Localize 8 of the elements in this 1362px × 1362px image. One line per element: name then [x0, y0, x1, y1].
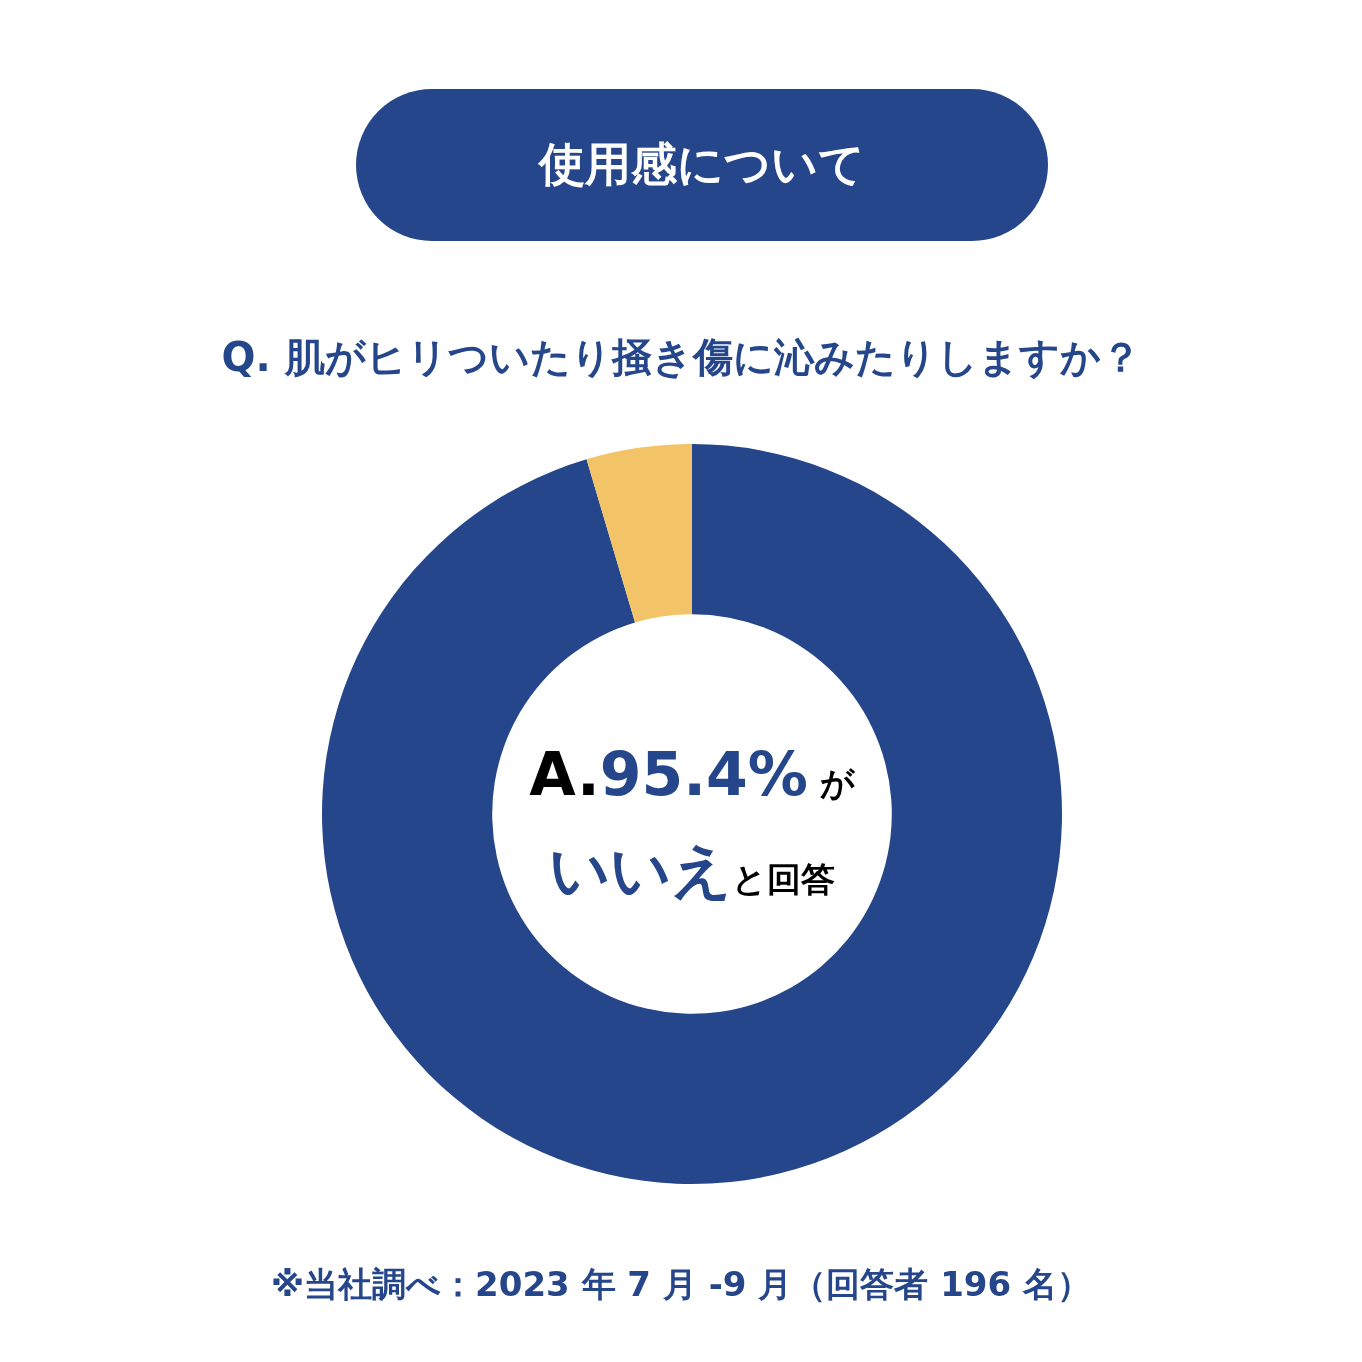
text: ※当社調べ：2023 年 7 月 -9 月（回答者 196 名） — [270, 1263, 1092, 1306]
chart-subtitle: Q. 肌がヒリついたり掻き傷に沁みたりしますか？ — [220, 333, 1142, 382]
text: が — [818, 763, 855, 803]
chart-title: 使用感について — [356, 89, 1048, 241]
text: A. — [529, 739, 600, 809]
data-label: 95.4% — [599, 739, 808, 809]
slice-label: いいえ — [549, 835, 732, 905]
text: と回答 — [732, 859, 835, 899]
